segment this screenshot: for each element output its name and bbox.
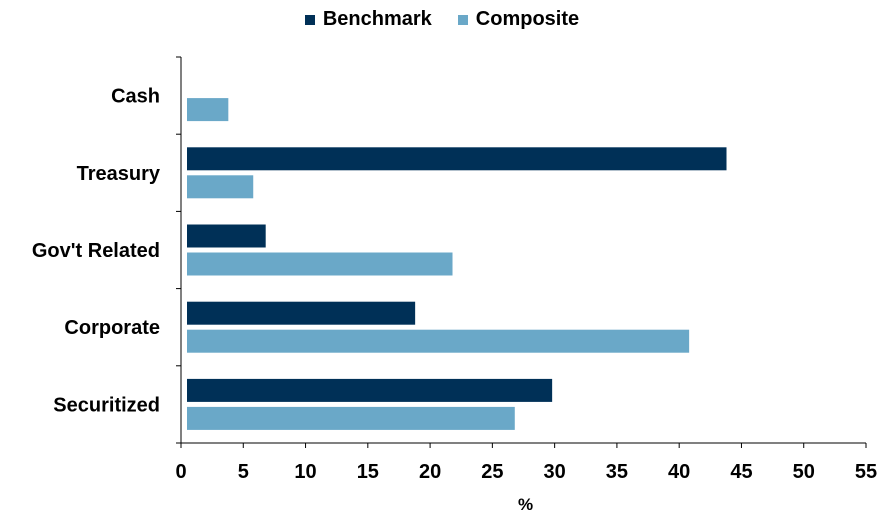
legend-swatch-benchmark (304, 14, 315, 25)
x-tick-label: 0 (175, 461, 186, 483)
category-label: Cash (111, 86, 160, 108)
bar-composite-cash (187, 98, 229, 122)
x-tick-label: 15 (357, 461, 379, 483)
x-tick-label: 20 (419, 461, 441, 483)
x-tick-label: 10 (294, 461, 316, 483)
bar-benchmark-corporate (187, 301, 416, 325)
x-tick-label: 45 (730, 461, 752, 483)
category-label: Treasury (77, 163, 161, 185)
bar-composite-securitized (187, 406, 515, 430)
x-tick-label: 30 (544, 461, 566, 483)
legend-item-benchmark: Benchmark (304, 8, 432, 31)
x-tick-label: 25 (481, 461, 503, 483)
bar-benchmark-gov-t-related (187, 224, 266, 248)
x-tick-label: 5 (238, 461, 249, 483)
x-tick-label: 35 (606, 461, 628, 483)
bar-composite-gov-t-related (187, 252, 453, 276)
bar-benchmark-treasury (187, 147, 727, 171)
category-label: Securitized (53, 394, 160, 416)
axes (176, 56, 867, 448)
bar-composite-corporate (187, 329, 690, 353)
category-label: Gov't Related (32, 240, 160, 262)
legend-item-composite: Composite (457, 8, 580, 31)
bar-composite-treasury (187, 175, 254, 199)
legend-label-composite: Composite (475, 8, 580, 30)
x-tick-label: 50 (793, 461, 815, 483)
x-tick-label: 40 (668, 461, 690, 483)
x-axis-label: % (518, 495, 533, 512)
category-label: Corporate (64, 317, 160, 339)
legend-swatch-composite (457, 14, 468, 25)
bars (187, 98, 727, 430)
legend-label-benchmark: Benchmark (322, 8, 432, 30)
bar-benchmark-securitized (187, 378, 553, 402)
labels: 0 5 10 15 20 25 30 35 40 45 50 55% Cash Treasury Gov't… (32, 86, 877, 512)
x-tick-label: 55 (855, 461, 877, 483)
chart-legend: Benchmark Composite (0, 8, 884, 31)
